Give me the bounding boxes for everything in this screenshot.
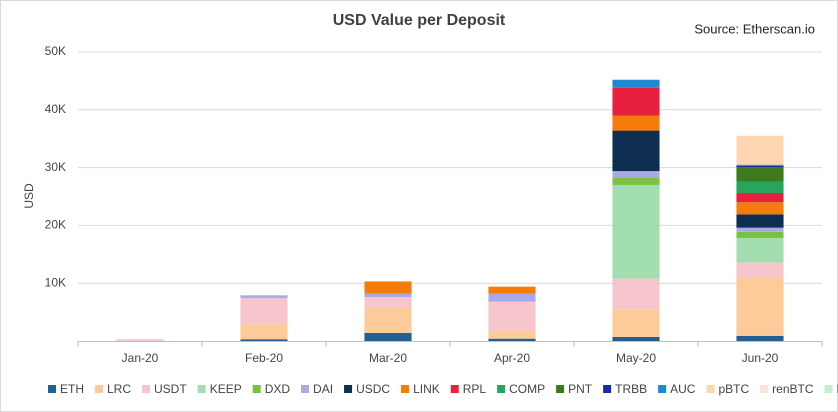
legend-label: pBTC bbox=[718, 382, 749, 396]
bar-segment bbox=[364, 332, 412, 341]
legend-label: USDC bbox=[356, 382, 390, 396]
bar-segment bbox=[736, 167, 784, 182]
y-axis-label: USD bbox=[22, 183, 36, 209]
legend-swatch bbox=[252, 385, 261, 393]
legend-label: LINK bbox=[413, 382, 440, 396]
legend-label: RPL bbox=[463, 382, 487, 396]
x-tick-label: May-20 bbox=[616, 351, 656, 365]
legend-label: ETH bbox=[60, 382, 84, 396]
bar-segment bbox=[364, 306, 412, 333]
bar-segment bbox=[736, 277, 784, 336]
legend-label: DAI bbox=[313, 382, 333, 396]
bar-segment bbox=[364, 281, 412, 294]
x-tick-label: Feb-20 bbox=[245, 351, 283, 365]
y-tick-label: 40K bbox=[45, 102, 66, 116]
x-tick-label: Jun-20 bbox=[742, 351, 779, 365]
bar-segment bbox=[736, 214, 784, 228]
bar-segment bbox=[612, 178, 660, 185]
legend-swatch bbox=[824, 385, 833, 393]
legend-swatch bbox=[301, 385, 310, 393]
chart-title: USD Value per Deposit bbox=[333, 12, 506, 29]
bar-segment bbox=[736, 135, 784, 165]
bar-segment bbox=[488, 331, 536, 339]
bar-segment bbox=[612, 278, 660, 310]
legend-label: AUC bbox=[670, 382, 696, 396]
x-tick-label: Mar-20 bbox=[369, 351, 407, 365]
legend-swatch bbox=[760, 385, 769, 393]
legend-label: PNT bbox=[568, 382, 593, 396]
bar-segment bbox=[736, 164, 784, 166]
bar-segment bbox=[488, 293, 536, 302]
legend-swatch bbox=[95, 385, 103, 393]
legend-swatch bbox=[603, 385, 612, 393]
bar-segment bbox=[364, 293, 412, 298]
y-tick-label: 20K bbox=[45, 218, 66, 232]
bar-segment bbox=[612, 87, 660, 116]
bar-segment bbox=[612, 171, 660, 179]
bar-segment bbox=[736, 238, 784, 263]
bar-segment bbox=[612, 309, 660, 337]
legend-swatch bbox=[48, 385, 56, 393]
x-tick-label: Jan-20 bbox=[122, 351, 159, 365]
legend-label: COMP bbox=[509, 382, 545, 396]
bar-segment bbox=[488, 338, 536, 341]
bar-segment bbox=[736, 165, 784, 168]
bar-segment bbox=[736, 335, 784, 341]
legend-swatch bbox=[344, 385, 353, 393]
legend-swatch bbox=[401, 385, 410, 393]
bar-segment bbox=[736, 262, 784, 278]
y-tick-label: 30K bbox=[45, 160, 66, 174]
bar-segment bbox=[240, 298, 288, 325]
legend-label: USDT bbox=[154, 382, 187, 396]
legend-swatch bbox=[197, 385, 206, 393]
bar-segment bbox=[116, 339, 164, 341]
legend-label: TRBB bbox=[615, 382, 647, 396]
bar-segment bbox=[612, 336, 660, 341]
bar-segment bbox=[240, 295, 288, 299]
bar-segment bbox=[364, 297, 412, 307]
bar-segment bbox=[612, 79, 660, 88]
legend-label: KEEP bbox=[210, 382, 242, 396]
source-note: Source: Etherscan.io bbox=[694, 21, 815, 36]
legend-swatch bbox=[706, 385, 715, 393]
legend-label: PNK bbox=[837, 382, 838, 396]
bar-segment bbox=[736, 231, 784, 239]
bar-segment bbox=[488, 301, 536, 332]
bar-segment bbox=[612, 130, 660, 172]
x-tick-label: Apr-20 bbox=[494, 351, 530, 365]
legend-label: LRC bbox=[107, 382, 131, 396]
bar-segment bbox=[612, 184, 660, 279]
legend-swatch bbox=[142, 385, 151, 393]
legend-swatch bbox=[497, 385, 506, 393]
y-tick-label: 10K bbox=[45, 275, 66, 289]
legend-swatch bbox=[556, 385, 565, 393]
bar-segment bbox=[240, 339, 288, 341]
legend-swatch bbox=[658, 385, 667, 393]
bar-segment bbox=[736, 202, 784, 215]
bar-segment bbox=[488, 286, 536, 294]
bar-segment bbox=[736, 181, 784, 194]
legend-label: renBTC bbox=[772, 382, 814, 396]
legend-label: DXD bbox=[265, 382, 291, 396]
y-tick-label: 50K bbox=[45, 44, 66, 58]
bar-segment bbox=[736, 193, 784, 203]
bar-segment bbox=[612, 115, 660, 131]
bar-segment bbox=[240, 324, 288, 340]
bar-segment bbox=[736, 227, 784, 232]
legend-swatch bbox=[450, 385, 459, 393]
